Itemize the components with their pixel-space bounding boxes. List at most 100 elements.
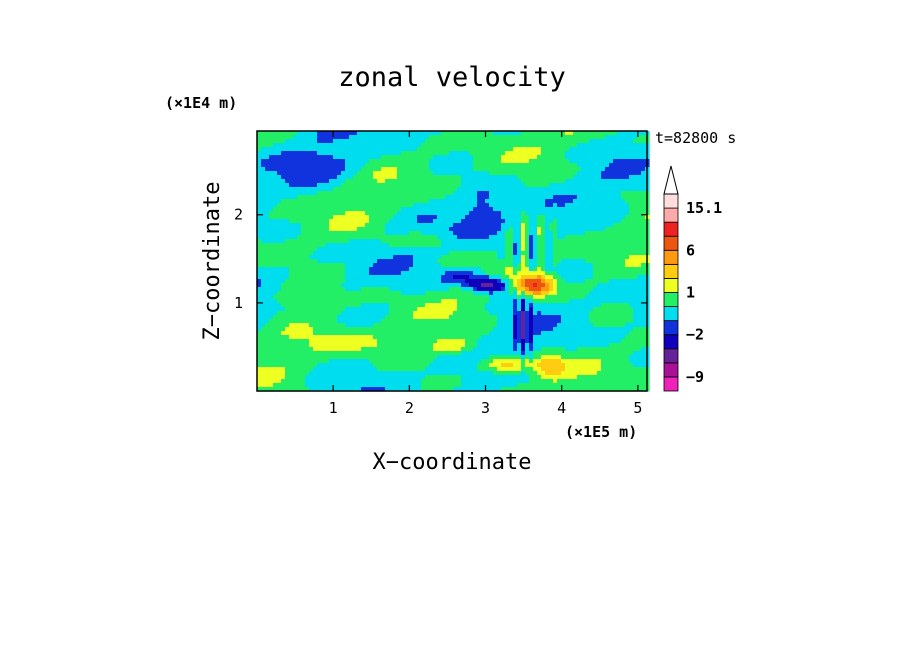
field-cell [273, 331, 278, 336]
field-cell [337, 335, 342, 340]
field-cell [349, 243, 354, 248]
field-cell [521, 135, 526, 140]
field-cell [437, 179, 442, 184]
field-cell [505, 355, 510, 360]
field-cell [261, 155, 266, 160]
field-cell [329, 303, 334, 308]
field-cell [489, 223, 494, 228]
field-cell [425, 191, 430, 196]
field-cell [405, 335, 410, 340]
field-cell [309, 255, 314, 260]
field-cell [473, 259, 478, 264]
field-cell [349, 275, 354, 280]
field-cell [269, 139, 274, 144]
field-cell [285, 283, 290, 288]
field-cell [337, 295, 342, 300]
field-cell [317, 255, 322, 260]
field-cell [349, 335, 354, 340]
field-cell [357, 143, 362, 148]
field-cell [389, 375, 394, 380]
field-cell [529, 167, 534, 172]
field-cell [561, 139, 566, 144]
field-cell [269, 347, 274, 352]
field-cell [457, 239, 462, 244]
field-cell [453, 367, 458, 372]
field-cell [321, 139, 326, 144]
field-cell [321, 151, 326, 156]
field-cell [445, 351, 450, 356]
field-cell [449, 187, 454, 192]
field-cell [421, 211, 426, 216]
field-cell [369, 219, 374, 224]
field-cell [257, 347, 262, 352]
field-cell [321, 331, 326, 336]
field-cell [313, 355, 318, 360]
field-cell [377, 383, 382, 388]
field-cell [477, 315, 482, 320]
field-cell [417, 171, 422, 176]
field-cell [425, 303, 430, 308]
field-cell [341, 267, 346, 272]
field-cell [405, 291, 410, 296]
field-cell [389, 275, 394, 280]
field-cell [449, 327, 454, 332]
field-cell [533, 375, 538, 380]
field-cell [449, 243, 454, 248]
field-cell [433, 151, 438, 156]
field-cell [437, 235, 442, 240]
field-cell [473, 243, 478, 248]
field-cell [365, 331, 370, 336]
field-cell [553, 351, 558, 356]
field-cell [361, 247, 366, 252]
field-cell [477, 211, 482, 216]
field-cell [349, 211, 354, 216]
field-cell [433, 367, 438, 372]
field-cell [397, 247, 402, 252]
field-cell [521, 211, 526, 216]
field-cell [345, 175, 350, 180]
field-cell [477, 171, 482, 176]
field-cell [273, 323, 278, 328]
field-cell [289, 287, 294, 292]
field-cell [397, 355, 402, 360]
field-cell [429, 195, 434, 200]
field-cell [361, 315, 366, 320]
field-cell [465, 247, 470, 252]
field-cell [389, 379, 394, 384]
field-cell [333, 283, 338, 288]
field-cell [397, 199, 402, 204]
field-cell [521, 243, 526, 248]
field-cell [293, 143, 298, 148]
field-cell [317, 215, 322, 220]
field-cell [369, 171, 374, 176]
field-cell [413, 235, 418, 240]
field-cell [269, 287, 274, 292]
field-cell [545, 375, 550, 380]
field-cell [301, 195, 306, 200]
field-cell [453, 147, 458, 152]
field-cell [457, 235, 462, 240]
field-cell [341, 375, 346, 380]
field-cell [309, 283, 314, 288]
field-cell [329, 359, 334, 364]
field-cell [537, 379, 542, 384]
field-cell [425, 227, 430, 232]
field-cell [293, 279, 298, 284]
field-cell [517, 211, 522, 216]
field-cell [401, 191, 406, 196]
field-cell [497, 375, 502, 380]
field-cell [409, 363, 414, 368]
field-cell [517, 255, 522, 260]
field-cell [517, 279, 522, 284]
field-cell [361, 371, 366, 376]
field-cell [297, 171, 302, 176]
field-cell [521, 159, 526, 164]
field-cell [521, 187, 526, 192]
field-cell [525, 379, 530, 384]
field-cell [533, 359, 538, 364]
field-cell [485, 147, 490, 152]
field-cell [301, 247, 306, 252]
field-cell [373, 343, 378, 348]
field-cell [397, 359, 402, 364]
field-cell [449, 179, 454, 184]
